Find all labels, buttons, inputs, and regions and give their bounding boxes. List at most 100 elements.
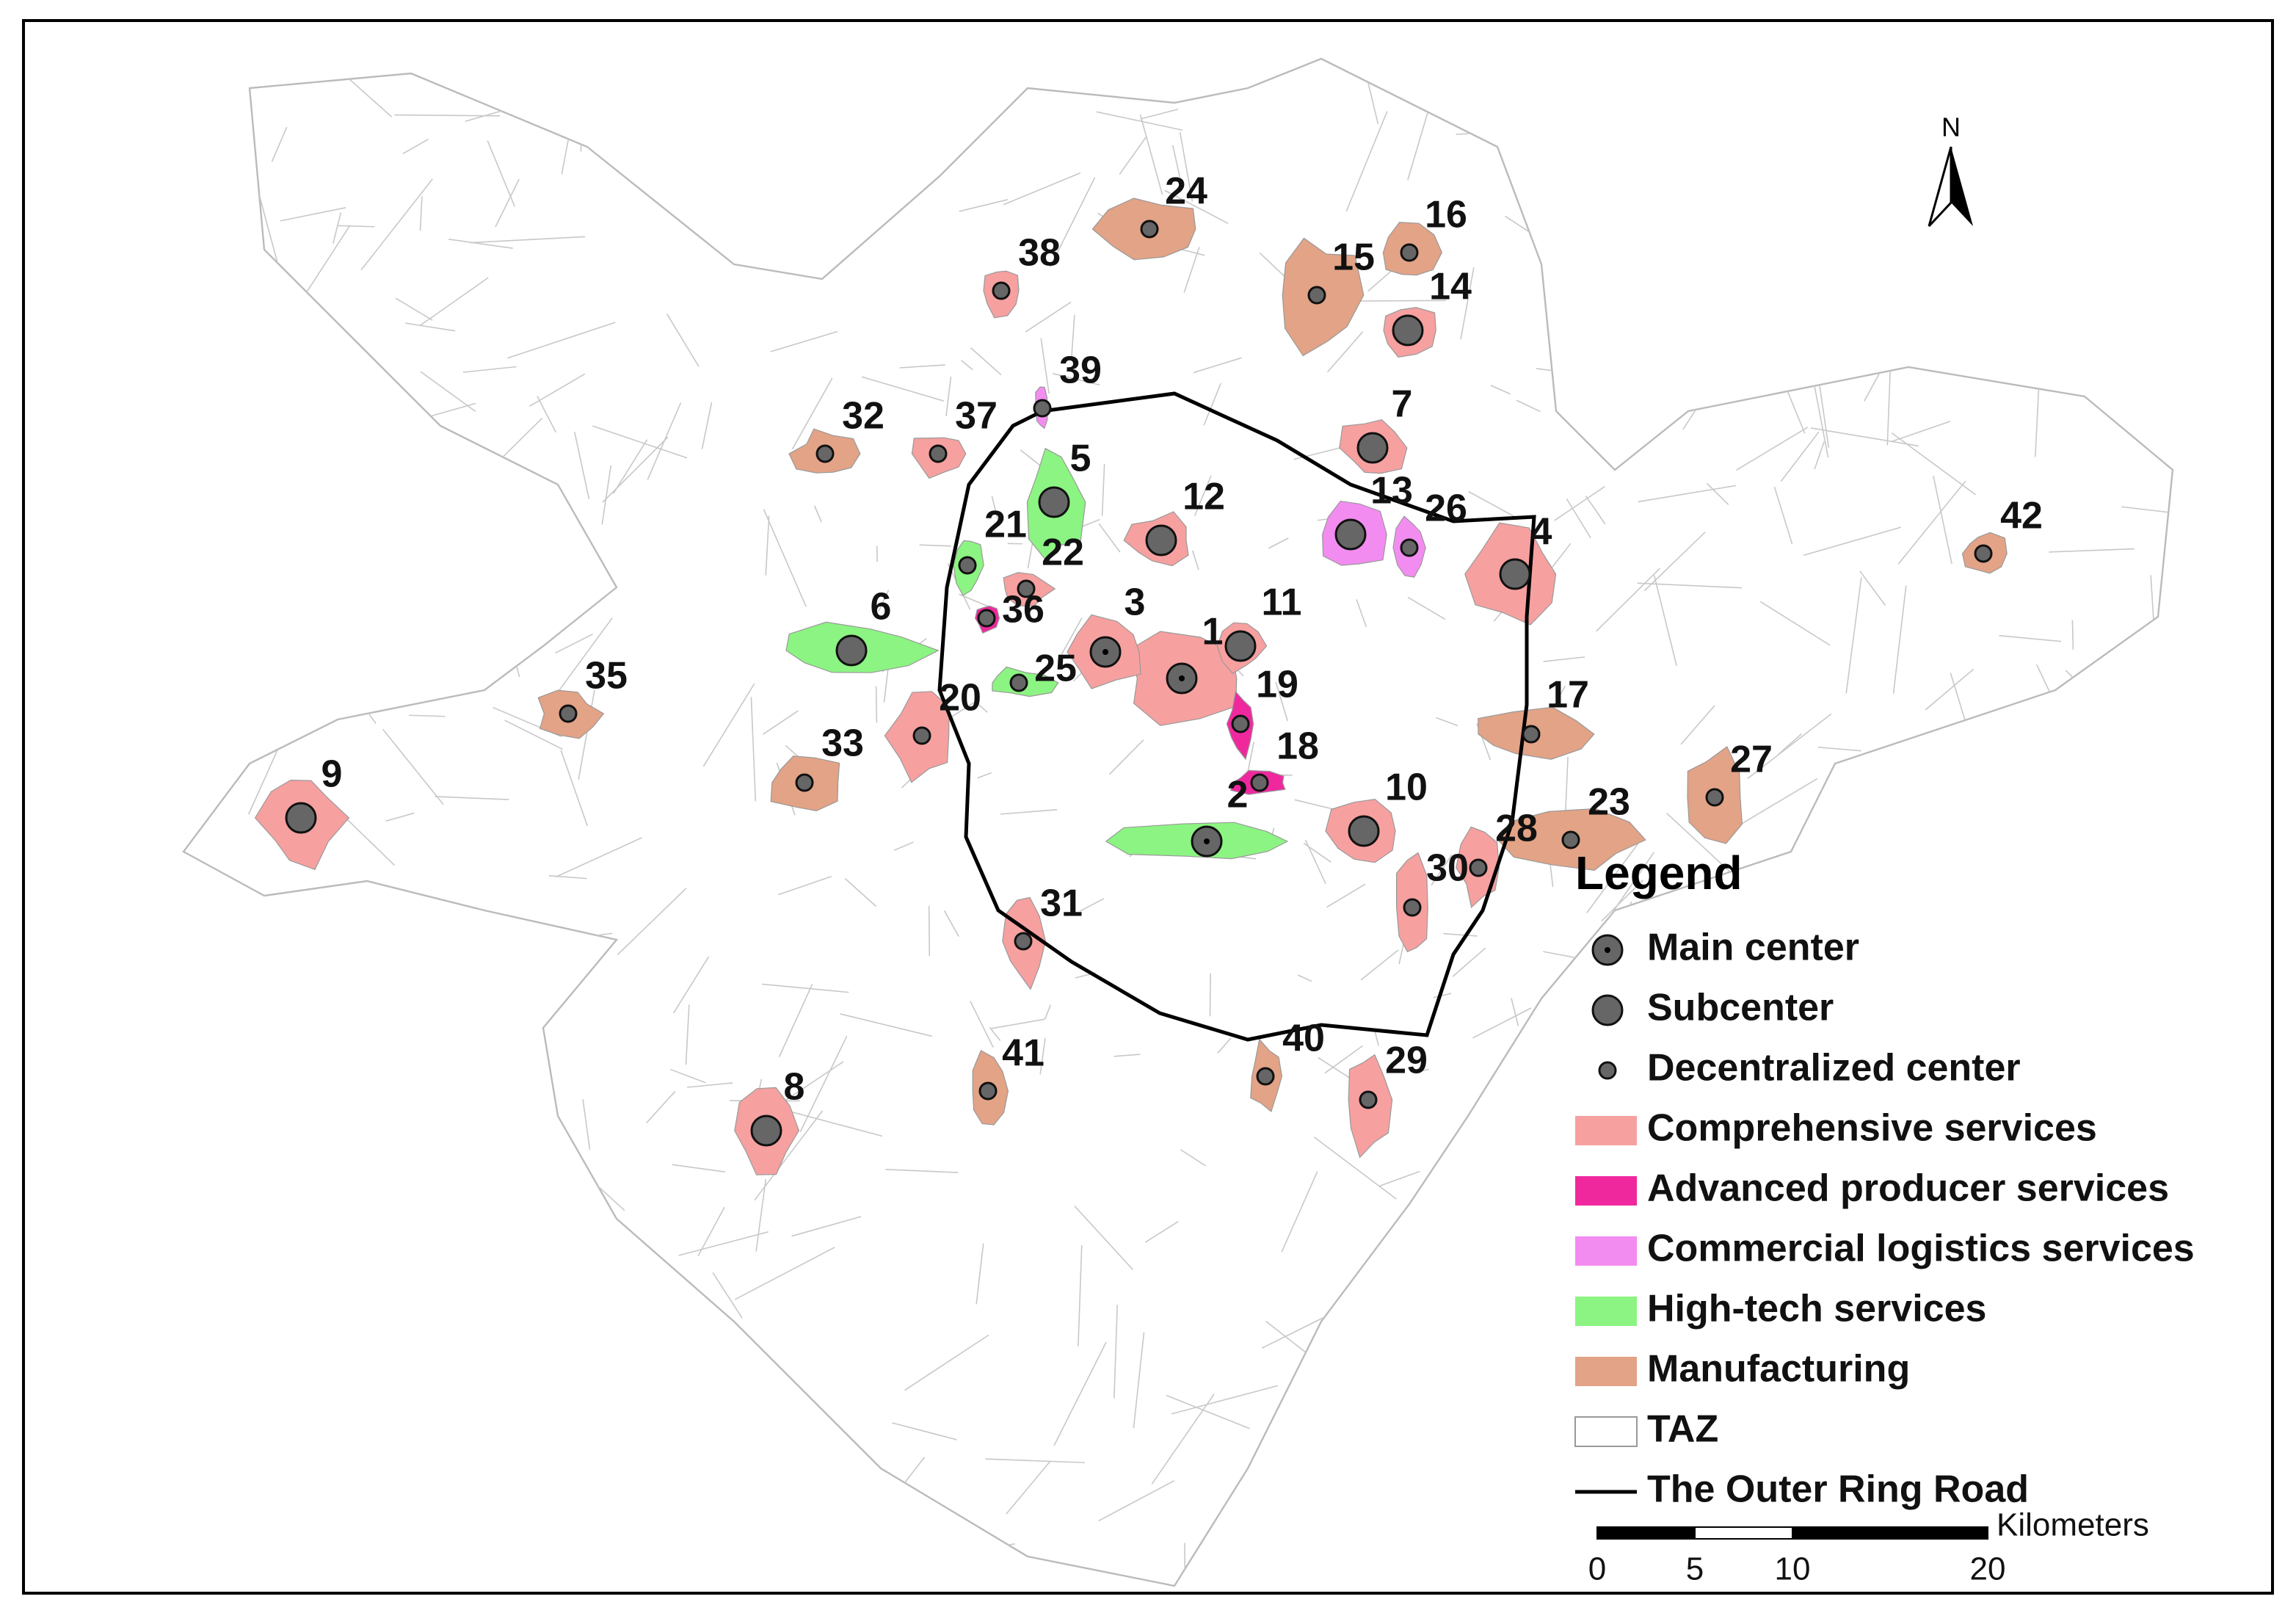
taz-boundary [1074,1206,1134,1271]
taz-boundary [1049,177,1096,268]
center-label: 9 [321,753,343,796]
taz-boundary [1778,733,1803,755]
taz-boundary [402,138,429,155]
subcenter [1224,630,1257,662]
taz-boundary [1039,1037,1046,1075]
taz-boundary [904,1334,989,1391]
center-label: 26 [1425,487,1467,530]
scale-segment [1694,1526,1793,1540]
taz-boundary [573,432,590,499]
taz-boundary [1891,421,1951,443]
scale-bar: Kilometers 0 5 10 20 [1588,1507,2149,1587]
taz-boundary [1171,145,1181,178]
taz-boundary [548,617,613,704]
legend-swatch [1575,1116,1637,1145]
north-label: N [1941,112,1961,142]
taz-boundary [435,796,509,800]
subcenter [835,634,868,667]
taz-boundary [985,1458,1085,1463]
taz-boundary [337,225,375,228]
legend-label: Comprehensive services [1647,1107,2097,1150]
decentralized-center [1974,544,1993,563]
legend-label: Decentralized center [1647,1047,2021,1090]
taz-boundary [1413,1068,1429,1073]
center-label: 12 [1182,476,1225,518]
taz-boundary [973,700,988,713]
taz-boundary [555,634,593,654]
taz-boundary [1643,532,1706,592]
taz-boundary [617,888,687,955]
taz-boundary [1950,673,1966,721]
taz-boundary [1275,681,1288,722]
taz-boundary [1585,496,1606,525]
taz-boundary [1925,668,1975,711]
taz-boundary [1356,598,1367,628]
decentralized-center [1400,538,1419,557]
taz-boundary [1314,1137,1397,1200]
taz-boundary [1933,476,1952,565]
center-label: 25 [1034,648,1077,690]
taz-boundary [448,239,513,250]
taz-boundary [813,505,823,523]
center-label: 10 [1385,766,1428,809]
taz-boundary [1345,111,1388,212]
center-label: 37 [955,395,998,438]
taz-boundary [1151,1393,1215,1485]
legend-title: Legend [1575,847,1743,899]
center-label: 38 [1018,232,1061,275]
outer-ring-road [937,391,1536,1042]
taz-boundary [555,837,642,878]
taz-boundary [537,396,556,432]
taz-boundary [1040,338,1050,394]
legend-label: The Outer Ring Road [1647,1468,2029,1511]
center-label: 3 [1125,581,1146,624]
taz-boundary [861,376,945,402]
taz-boundary [548,875,587,880]
taz-boundary [1780,431,1820,482]
decentralized-center [1014,932,1033,951]
taz-boundary [1601,880,1644,922]
center-label: 41 [1002,1032,1045,1075]
decentralized-center [992,281,1011,300]
center-label: 6 [871,586,892,628]
taz-boundary [770,330,838,352]
taz-boundary [529,373,586,407]
taz-boundary [1006,1460,1051,1515]
taz-boundary [1460,267,1475,340]
taz-boundary [1747,713,1832,780]
center-label: 8 [784,1066,805,1109]
legend-swatch [1574,1416,1638,1447]
center-label: 24 [1165,170,1207,213]
taz-boundary [761,983,849,993]
taz-boundary [778,984,813,1057]
taz-boundary [1891,432,1976,496]
main-center-dot [1102,649,1108,655]
taz-boundary [899,364,945,369]
subcenter [1499,558,1531,590]
taz-boundary [1360,949,1399,981]
taz-boundary [1811,427,1919,447]
legend-label: Commercial logistics services [1647,1228,2195,1270]
decentralized-center [1307,286,1326,305]
taz-boundary [1606,852,1654,921]
scale-segment [1792,1526,1988,1540]
taz-boundary [1566,498,1591,539]
main-center-dot [1605,947,1610,953]
taz-boundary [1053,372,1100,386]
taz-boundary [560,750,588,827]
taz-boundary [943,910,959,938]
decentralized-center [1033,399,1052,418]
taz-boundary [1025,301,1072,333]
taz-boundary [672,1164,725,1172]
taz-boundary [1057,617,1083,661]
taz-boundary [1098,523,1121,553]
taz-boundary [646,1090,676,1124]
center-label: 42 [2000,495,2043,537]
legend-label: Advanced producer services [1647,1167,2169,1210]
taz-boundary [419,277,489,327]
taz-boundary [1732,777,1818,830]
center-label: 19 [1256,664,1298,706]
taz-boundary [878,590,890,612]
legend-label: Manufacturing [1647,1348,1910,1391]
